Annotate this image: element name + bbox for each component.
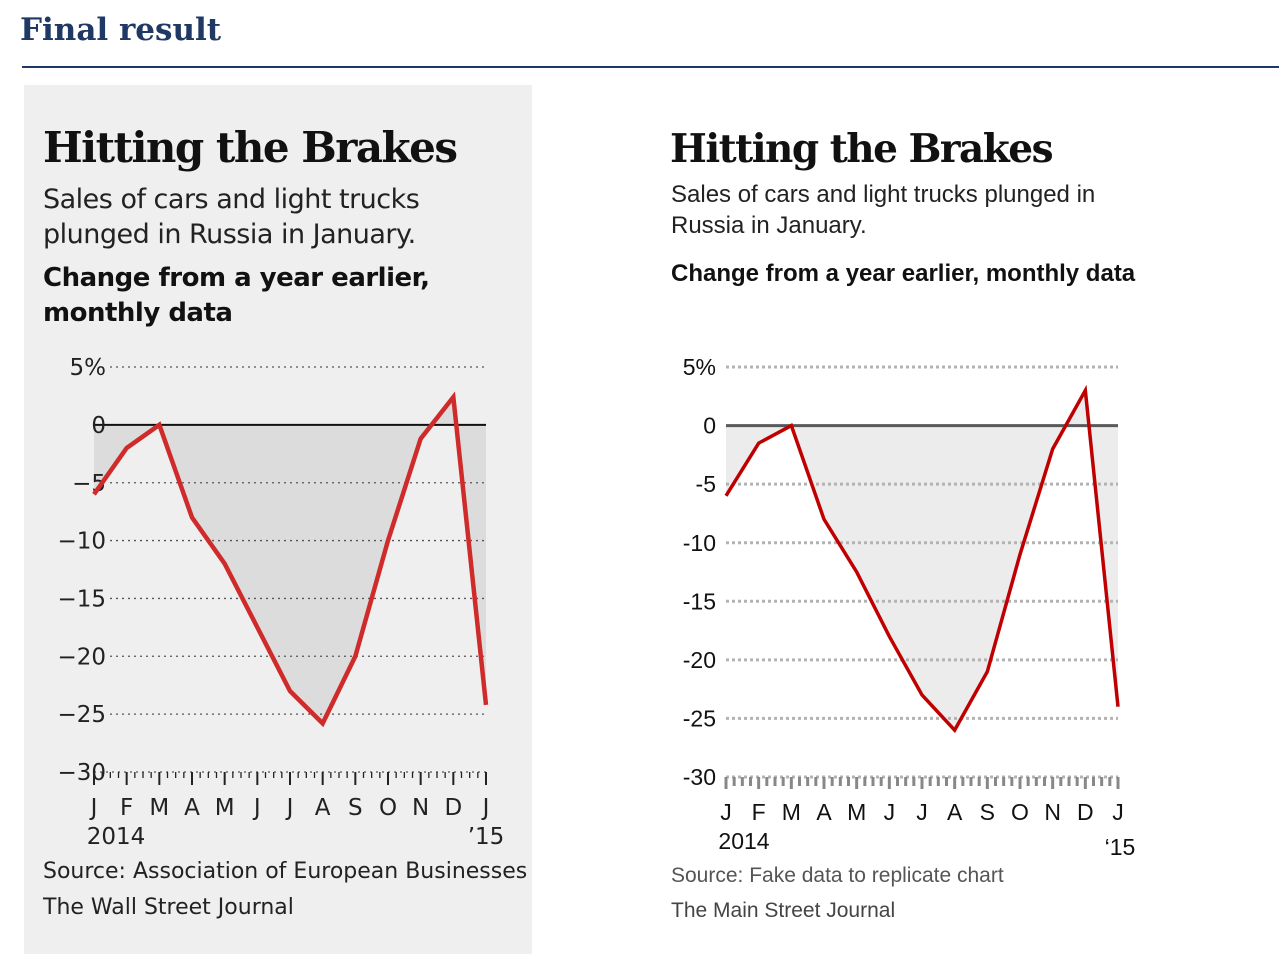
- x-tick-label: J: [916, 799, 928, 825]
- y-tick-label: −30: [57, 760, 106, 786]
- y-tick-label: -15: [683, 588, 716, 614]
- x-tick-label: S: [348, 795, 363, 821]
- x-tick-label: D: [444, 795, 462, 821]
- y-tick-label: −15: [57, 586, 106, 612]
- y-tick-label: −10: [57, 529, 106, 555]
- x-tick-label: J: [285, 795, 294, 821]
- chart-source: Source: Fake data to replicate chart: [671, 864, 1004, 887]
- x-tick-label: J: [89, 795, 98, 821]
- y-tick-label: −20: [57, 644, 106, 670]
- chart-measure-label: Change from a year earlier, monthly data: [43, 263, 430, 328]
- y-tick-label: −25: [57, 702, 106, 728]
- chart-publisher: The Wall Street Journal: [43, 895, 294, 920]
- x-tick-label: A: [816, 799, 832, 825]
- x-year-label-start: 2014: [87, 824, 146, 850]
- x-year-label-start: 2014: [718, 828, 769, 854]
- y-tick-label: -20: [683, 647, 716, 673]
- x-tick-label: J: [1112, 799, 1124, 825]
- chart-source: Source: Association of European Business…: [43, 859, 528, 884]
- chart-measure-label: Change from a year earlier, monthly data: [671, 260, 1136, 287]
- x-tick-label: J: [252, 795, 261, 821]
- chart-title: Hitting the Brakes: [670, 126, 1054, 172]
- x-tick-label: F: [752, 799, 766, 825]
- x-tick-label: N: [1044, 799, 1061, 825]
- x-tick-label: M: [782, 799, 801, 825]
- x-tick-label: M: [215, 795, 235, 821]
- chart-subtitle: Sales of cars and light trucks plunged i…: [43, 184, 420, 250]
- x-tick-label: J: [481, 795, 490, 821]
- chart-title: Hitting the Brakes: [43, 123, 458, 172]
- y-tick-label: 5%: [70, 355, 107, 381]
- x-tick-label: S: [980, 799, 995, 825]
- y-tick-label: 5%: [683, 354, 716, 380]
- x-tick-label: O: [1011, 799, 1029, 825]
- x-tick-label: O: [379, 795, 397, 821]
- area-fill: [94, 397, 486, 724]
- x-tick-label: A: [184, 795, 200, 821]
- x-tick-label: A: [315, 795, 331, 821]
- x-tick-label: J: [720, 799, 732, 825]
- x-tick-label: N: [412, 795, 429, 821]
- y-tick-label: -10: [683, 530, 716, 556]
- x-tick-label: A: [947, 799, 963, 825]
- x-tick-label: M: [149, 795, 169, 821]
- x-tick-label: F: [120, 795, 133, 821]
- x-tick-label: M: [847, 799, 866, 825]
- y-tick-label: 0: [91, 413, 106, 439]
- chart-subtitle: Sales of cars and light trucks plunged i…: [671, 181, 1096, 239]
- x-year-label-end: ’15: [468, 824, 505, 850]
- y-tick-label: -5: [696, 471, 716, 497]
- area-fill: [726, 390, 1118, 731]
- x-tick-label: D: [1077, 799, 1094, 825]
- y-tick-label: -30: [683, 764, 716, 790]
- chart-panel-wsj: Hitting the Brakes Sales of cars and lig…: [24, 85, 532, 954]
- x-tick-label: J: [884, 799, 896, 825]
- x-year-label-end: ‘15: [1105, 834, 1136, 860]
- y-tick-label: 0: [703, 413, 716, 439]
- page-title: Final result: [20, 12, 222, 48]
- header-divider: [22, 66, 1279, 68]
- y-tick-label: -25: [683, 705, 716, 731]
- chart-panel-replica: Hitting the Brakes Sales of cars and lig…: [650, 85, 1210, 954]
- chart-publisher: The Main Street Journal: [671, 899, 896, 922]
